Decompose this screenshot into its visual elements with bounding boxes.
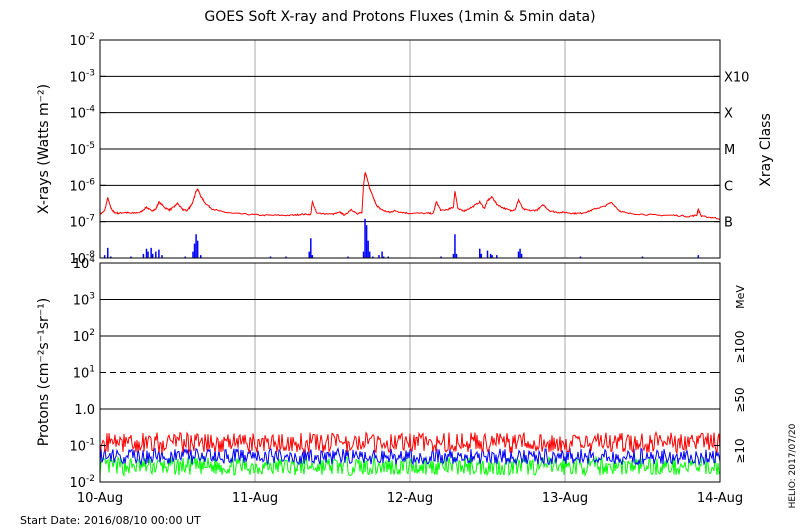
xray-y-axis-label: X-rays (Watts m⁻²) bbox=[36, 84, 52, 214]
proton-y-ticks: 10-2 10-1 1.0 101 102 103 104 bbox=[69, 255, 720, 491]
xray-class-label-X10: X10 bbox=[724, 70, 749, 85]
proton-y-tick-3: 101 bbox=[73, 365, 95, 382]
proton-series bbox=[99, 430, 721, 478]
xray-y-tick-5: 10-3 bbox=[69, 68, 95, 85]
proton-grid bbox=[100, 263, 720, 482]
x-tick-label-0: 10-Aug bbox=[77, 491, 123, 506]
xray-y-tick-0: 10-8 bbox=[69, 250, 95, 267]
chart-title: GOES Soft X-ray and Protons Fluxes (1min… bbox=[204, 9, 595, 25]
x-tick-label-3: 13-Aug bbox=[542, 491, 588, 506]
proton-y-tick-6: 104 bbox=[73, 255, 96, 272]
xray-y-tick-3: 10-5 bbox=[69, 141, 95, 158]
proton-y-tick-2: 1.0 bbox=[74, 403, 95, 418]
x-tick-label-1: 11-Aug bbox=[232, 491, 278, 506]
proton-series-p10 bbox=[99, 430, 721, 455]
xray-y-tick-6: 10-2 bbox=[69, 32, 95, 49]
xray-y-tick-1: 10-7 bbox=[69, 214, 95, 231]
xray-long-series bbox=[99, 171, 721, 220]
xray-class-labels: B C M X X10 bbox=[724, 70, 749, 230]
credit-label: HELIO: 2017/07/20 bbox=[788, 423, 798, 508]
mev-label: MeV bbox=[734, 285, 747, 309]
xray-class-label-C: C bbox=[724, 179, 733, 194]
proton-series-p100 bbox=[99, 455, 721, 478]
proton-series-p50 bbox=[99, 446, 721, 467]
start-date: Start Date: 2016/08/10 00:00 UT bbox=[20, 514, 201, 527]
proton-y-tick-1: 10-1 bbox=[69, 438, 95, 455]
xray-class-label-M: M bbox=[724, 143, 735, 158]
xray-series bbox=[99, 171, 721, 258]
proton-y-tick-4: 102 bbox=[73, 328, 95, 345]
proton-y-tick-0: 10-2 bbox=[69, 474, 95, 491]
proton-panel: 10-2 10-1 1.0 101 102 103 104 10-Aug 11-Aug 12-A… bbox=[36, 255, 747, 506]
xray-class-label-X: X bbox=[724, 107, 733, 122]
x-axis-ticks: 10-Aug 11-Aug 12-Aug 13-Aug 14-Aug bbox=[77, 491, 743, 506]
xray-class-label-B: B bbox=[724, 216, 733, 231]
proton-y-tick-5: 103 bbox=[73, 292, 95, 309]
x-tick-label-2: 12-Aug bbox=[387, 491, 433, 506]
xray-panel: 10-8 10-7 10-6 10-5 10-4 10-3 10-2 B C M X X10 X-r… bbox=[36, 32, 774, 267]
xray-class-title: Xray Class bbox=[758, 113, 774, 187]
xray-y-ticks: 10-8 10-7 10-6 10-5 10-4 10-3 10-2 bbox=[69, 32, 720, 267]
xray-grid bbox=[100, 40, 720, 258]
proton-y-axis-label: Protons (cm⁻²s⁻¹sr⁻¹) bbox=[36, 298, 52, 447]
xray-y-tick-2: 10-6 bbox=[69, 177, 95, 194]
x-tick-label-4: 14-Aug bbox=[697, 491, 743, 506]
legend-p10: ≥10 bbox=[733, 438, 747, 463]
xray-y-tick-4: 10-4 bbox=[69, 105, 95, 122]
legend-p50: ≥50 bbox=[733, 387, 747, 412]
legend-p100: ≥100 bbox=[733, 331, 747, 364]
